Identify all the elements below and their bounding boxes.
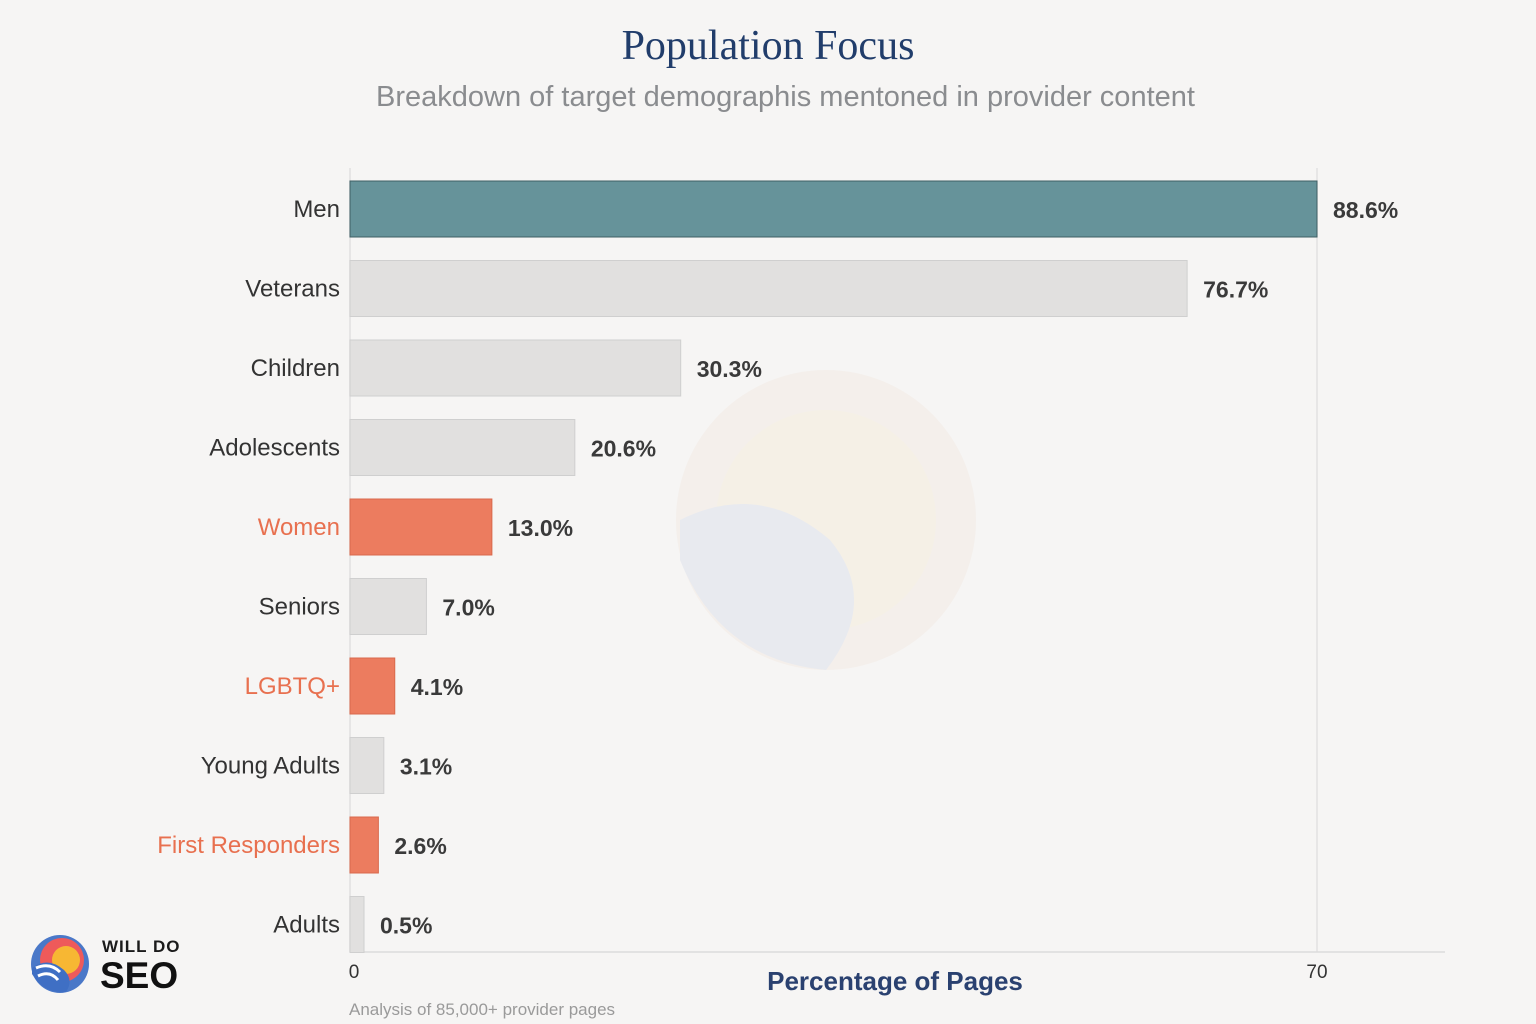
- value-label: 0.5%: [380, 913, 432, 939]
- footnote: Analysis of 85,000+ provider pages: [349, 1000, 616, 1019]
- value-label: 7.0%: [442, 595, 494, 621]
- category-label: First Responders: [157, 832, 340, 859]
- brand-logo: WILL DO SEO: [30, 930, 200, 998]
- x-tick-label: 0: [349, 962, 360, 983]
- x-axis-label: Percentage of Pages: [767, 966, 1023, 996]
- bar-lgbtq-: [349, 657, 396, 715]
- x-tick-label: 70: [1306, 962, 1327, 983]
- logo-text-line2: SEO: [100, 955, 179, 996]
- bar-adolescents: [349, 419, 576, 476]
- value-label: 4.1%: [411, 674, 463, 700]
- value-label: 76.7%: [1203, 277, 1268, 303]
- category-label: LGBTQ+: [245, 673, 340, 700]
- chart-subtitle: Breakdown of target demographis mentoned…: [376, 81, 1195, 113]
- category-label: Women: [258, 514, 340, 541]
- watermark-logo: [676, 370, 976, 670]
- value-label: 20.6%: [591, 436, 656, 462]
- category-label: Young Adults: [201, 753, 340, 780]
- bar-men: [349, 180, 1318, 238]
- category-label: Seniors: [259, 594, 340, 621]
- bar-adults: [349, 896, 365, 953]
- bar-first-responders: [349, 816, 379, 874]
- bar-young-adults: [349, 737, 385, 794]
- value-label: 13.0%: [508, 515, 573, 541]
- category-label: Adolescents: [209, 435, 340, 462]
- category-label: Men: [293, 196, 340, 223]
- bar-women: [349, 498, 493, 556]
- value-label: 88.6%: [1333, 197, 1398, 223]
- chart-title: Population Focus: [621, 23, 915, 69]
- bar-seniors: [349, 578, 427, 635]
- logo-text-line1: WILL DO: [102, 937, 181, 956]
- bar-veterans: [349, 260, 1188, 317]
- category-label: Adults: [273, 912, 340, 939]
- value-label: 2.6%: [394, 833, 446, 859]
- category-label: Veterans: [245, 276, 340, 303]
- value-label: 30.3%: [697, 356, 762, 382]
- category-label: Children: [251, 355, 340, 382]
- value-label: 3.1%: [400, 754, 452, 780]
- logo-icon: [31, 935, 89, 993]
- bar-children: [349, 339, 682, 397]
